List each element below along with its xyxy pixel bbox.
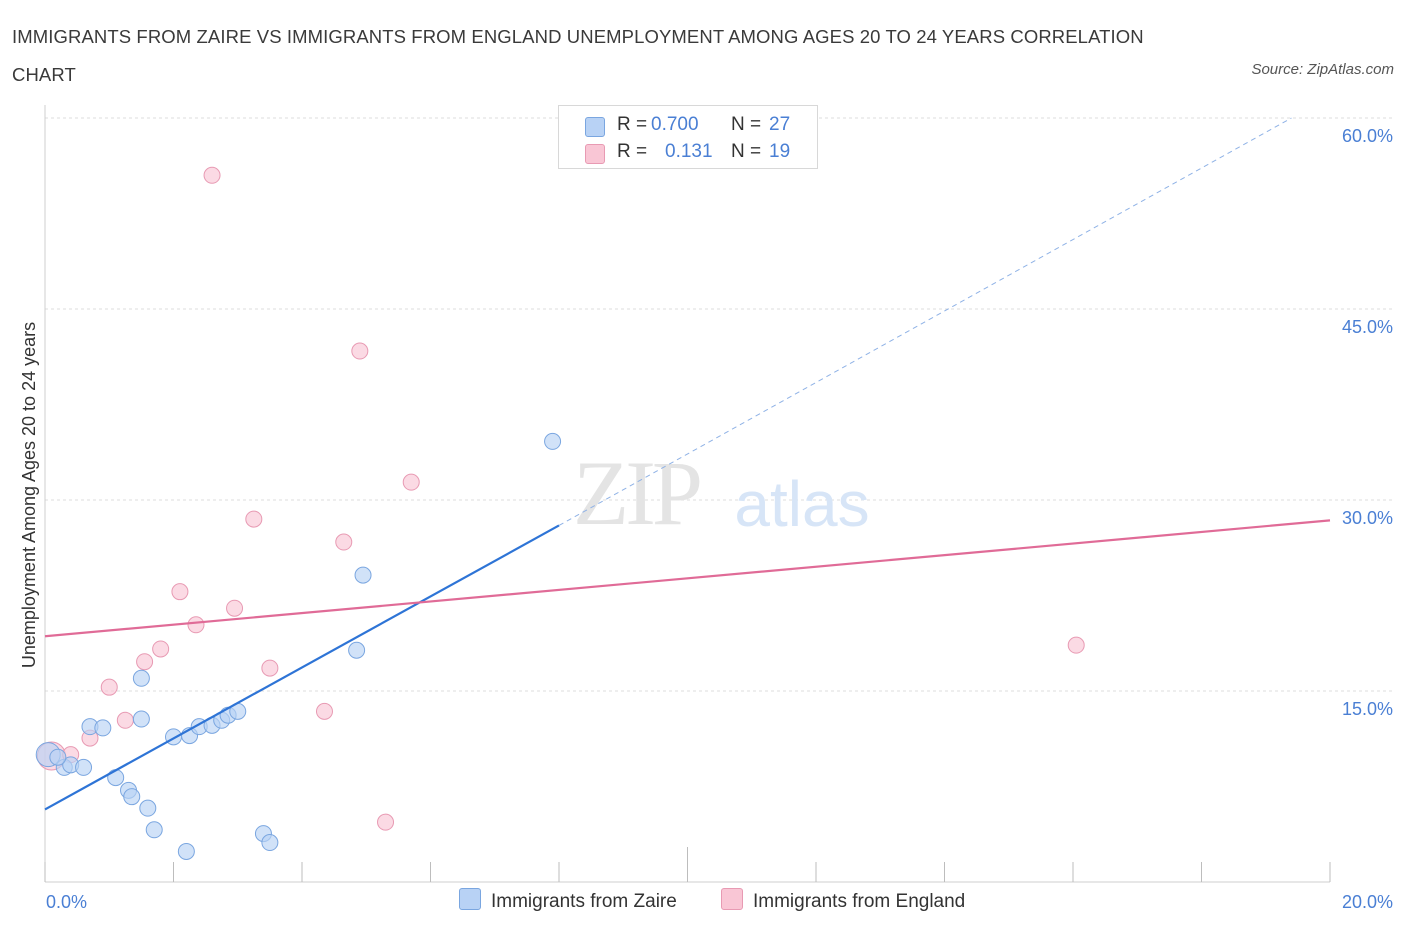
legend-swatch-zaire	[585, 117, 605, 137]
trend-lines	[44, 117, 1331, 811]
y-tick-label: 60.0%	[1342, 126, 1393, 146]
england-point	[116, 711, 134, 729]
watermark-atlas: atlas	[734, 468, 869, 540]
legend-n-label: N =	[731, 114, 762, 135]
england-point	[335, 533, 353, 551]
zaire-point	[145, 821, 163, 839]
legend-r-label: R =	[617, 114, 648, 135]
england-point	[245, 510, 263, 528]
legend-r-value: 0.131	[665, 141, 713, 162]
zaire-point	[132, 710, 150, 728]
watermark: ZIP atlas	[573, 442, 870, 544]
bottom-legend-swatch-zaire	[459, 888, 481, 910]
england-point	[315, 702, 333, 720]
legend-n-value: 19	[769, 141, 791, 162]
x-tick-label: 0.0%	[46, 892, 87, 912]
zaire-point	[139, 799, 157, 817]
zaire-point	[123, 788, 141, 806]
england-point	[100, 678, 118, 696]
chart-title: IMMIGRANTS FROM ZAIRE VS IMMIGRANTS FROM…	[12, 26, 1144, 85]
england-point	[203, 166, 221, 184]
y-axis-label: Unemployment Among Ages 20 to 24 years	[19, 322, 39, 668]
watermark-zip: ZIP	[573, 442, 700, 544]
y-tick-label: 15.0%	[1342, 699, 1393, 719]
england-point	[351, 342, 369, 360]
england-point	[187, 616, 205, 634]
bottom-legend-zaire: Immigrants from Zaire	[459, 888, 677, 913]
x-tick-label: 20.0%	[1342, 892, 1393, 912]
source-credit: Source: ZipAtlas.com	[1251, 61, 1394, 78]
zaire-point	[348, 641, 366, 659]
y-tick-label: 45.0%	[1342, 317, 1393, 337]
grid-lines	[45, 117, 1395, 692]
legend-n-value: 27	[769, 114, 791, 135]
bottom-legend-swatch-england	[721, 888, 743, 910]
england-point	[261, 659, 279, 677]
england-point	[1067, 636, 1085, 654]
zaire-point	[177, 842, 195, 860]
zaire-point	[94, 719, 112, 737]
zaire-points	[35, 432, 562, 860]
zaire-point	[49, 748, 67, 766]
bottom-legend-england: Immigrants from England	[721, 888, 965, 913]
tick-labels: 15.0% 30.0% 45.0% 60.0% 0.0% 20.0%	[46, 126, 1393, 912]
bottom-legend-label-zaire: Immigrants from Zaire	[491, 891, 677, 912]
zaire-point	[261, 834, 279, 852]
legend-r-label: R =	[617, 141, 648, 162]
bottom-legend-label-england: Immigrants from England	[753, 891, 966, 912]
england-point	[377, 813, 395, 831]
england-point	[152, 640, 170, 658]
correlation-legend: R = 0.700 N = 27 R = 0.131 N = 19	[558, 105, 818, 169]
zaire-point	[107, 769, 125, 787]
england-point	[402, 473, 420, 491]
zaire-point	[544, 432, 562, 450]
england-point	[171, 583, 189, 601]
zaire-point	[75, 758, 93, 776]
legend-r-value: 0.700	[651, 114, 699, 135]
england-trend-line	[44, 519, 1331, 638]
zaire-trend-extension	[558, 117, 1292, 526]
legend-n-label: N =	[731, 141, 762, 162]
zaire-point	[132, 669, 150, 687]
legend-swatch-england	[585, 144, 605, 164]
y-tick-label: 30.0%	[1342, 508, 1393, 528]
england-point	[136, 653, 154, 671]
england-point	[226, 599, 244, 617]
zaire-trend-line	[44, 524, 560, 811]
zaire-point	[354, 566, 372, 584]
